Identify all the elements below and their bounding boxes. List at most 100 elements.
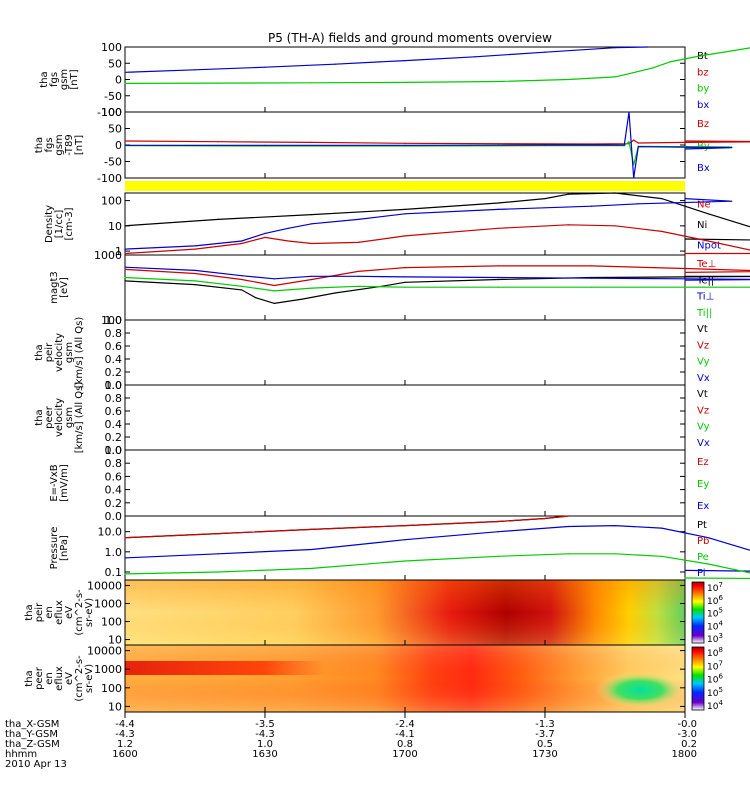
series-point [194, 69, 196, 71]
y-tick-label: 0.0 [105, 444, 123, 457]
y-tick-label: 10 [108, 700, 122, 713]
y-axis-label: [km/s] (All Qs) [74, 382, 85, 454]
series-point [241, 242, 243, 245]
series-point [651, 67, 653, 69]
y-tick-label: 100 [101, 682, 122, 695]
axis-row-label: tha_Y-GSM [5, 729, 58, 740]
series-point [194, 272, 196, 275]
y-tick-label: 0 [115, 139, 122, 152]
y-tick-label: 0.4 [105, 418, 123, 431]
series-line-bz [124, 46, 648, 73]
series-point [124, 276, 126, 279]
colorbar-tick-label: 103 [707, 632, 723, 645]
series-point [684, 267, 686, 270]
series-point [264, 66, 266, 68]
y-tick-label: 0.8 [105, 327, 123, 340]
series-point [497, 227, 499, 229]
series-point [404, 267, 406, 269]
axis-row-value: -0.0 [677, 719, 697, 730]
y-axis-label: en [44, 606, 55, 619]
panel-frame [124, 384, 686, 451]
series-point [591, 277, 593, 279]
series-point [628, 141, 630, 143]
axis-row-value: -3.5 [255, 719, 275, 730]
series-point [684, 148, 686, 150]
series-point [731, 147, 733, 149]
series-point [497, 143, 499, 145]
series-point [194, 269, 196, 271]
series-point [591, 265, 593, 267]
series-point [670, 61, 672, 63]
legend-entry: Ti|| [696, 308, 712, 319]
series-point [633, 177, 635, 179]
series-point [264, 144, 266, 146]
series-point [404, 81, 406, 83]
series-point [567, 78, 569, 81]
series-point [684, 278, 686, 280]
y-tick-label: 0.6 [105, 405, 123, 418]
panel-frame [124, 449, 686, 517]
series-point [614, 225, 616, 227]
series-point [241, 278, 243, 281]
series-point [273, 302, 275, 304]
y-axis-label: [nPa] [59, 535, 70, 561]
y-tick-label: 0.4 [105, 353, 123, 366]
legend-entry: Te|| [696, 275, 714, 286]
y-axis-label: [nT] [74, 135, 85, 155]
spectrogram-shading [125, 580, 685, 645]
series-line-Ti|| [124, 276, 750, 292]
y-tick-label: 50 [108, 123, 122, 136]
series-point [731, 200, 733, 202]
series-point [287, 227, 289, 229]
series-point [124, 280, 126, 282]
y-axis-label: sr-eV) [84, 664, 95, 693]
y-tick-label: 0 [115, 74, 122, 87]
series-point [567, 525, 569, 528]
y-tick-label: 100 [101, 314, 122, 327]
series-point [404, 235, 406, 237]
series-point [124, 82, 126, 84]
series-point [404, 560, 406, 562]
series-point [194, 284, 196, 286]
panel-pressure: 10.0 1.0 0.1 Pressure [nPa] Pt Pb Pe Pi [49, 515, 750, 581]
y-axis-label: [km/s] (All Qs) [74, 317, 85, 389]
series-point [544, 144, 546, 146]
colorbar-tick-label: 108 [707, 646, 723, 659]
series-line-Bz [124, 139, 750, 145]
series-point [301, 298, 303, 300]
series-point [311, 214, 313, 216]
series-point [404, 144, 406, 146]
series-point [264, 232, 266, 234]
series-point [731, 50, 733, 52]
series-point [124, 71, 126, 73]
axis-row-value: -3.7 [535, 729, 555, 740]
plot-date: 2010 Apr 13 [5, 759, 67, 770]
y-tick-label: -100 [97, 106, 122, 119]
y-axis-label: -T89 [64, 134, 75, 156]
series-point [217, 533, 219, 535]
series-point [684, 238, 686, 240]
series-point [628, 73, 630, 75]
series-point [637, 142, 639, 144]
y-tick-label: 0.2 [105, 366, 123, 379]
series-point [497, 202, 499, 204]
ephemeris-status-bar [125, 181, 685, 191]
legend-entry: Vz [697, 405, 709, 416]
series-point [544, 198, 546, 200]
y-tick-label: 0.1 [105, 566, 123, 579]
series-point [707, 563, 709, 565]
y-axis-label: E=-VxB [49, 464, 60, 501]
legend-entry: Vx [697, 373, 710, 384]
y-tick-label: 0.2 [105, 497, 123, 510]
y-tick-label: 0.4 [105, 484, 123, 497]
y-axis-label: (cm^2-s- [74, 655, 85, 702]
axis-row-value: 1800 [672, 749, 697, 760]
y-axis-label: [mV/m] [59, 464, 70, 502]
series-point [614, 192, 616, 194]
series-point [633, 139, 635, 141]
y-tick-label: 10000 [87, 645, 122, 658]
series-point [661, 555, 663, 557]
